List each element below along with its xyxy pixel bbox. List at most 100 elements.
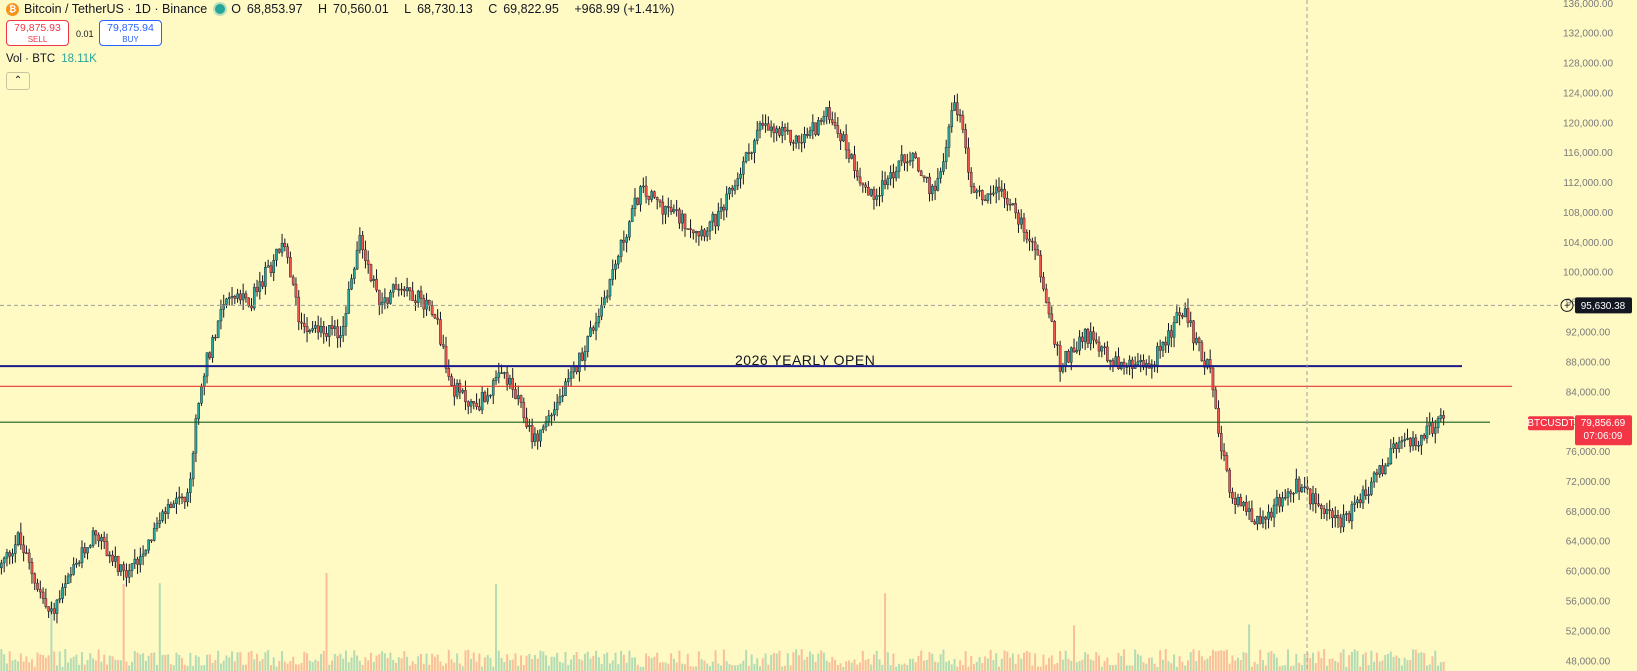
candle-body xyxy=(742,161,745,175)
candle-body xyxy=(664,206,667,215)
candle-body xyxy=(580,352,584,361)
candle-body xyxy=(230,296,234,298)
candle-body xyxy=(964,129,967,149)
volume-bar xyxy=(261,659,264,671)
volume-bar xyxy=(731,665,734,671)
volume-bar xyxy=(1328,658,1331,671)
volume-bar xyxy=(647,656,650,671)
volume-bar xyxy=(589,658,592,671)
candle-body xyxy=(789,129,792,143)
volume-bar xyxy=(125,661,128,671)
candle-body xyxy=(992,192,995,195)
volume-bar xyxy=(864,660,867,671)
volume-bar xyxy=(814,661,817,671)
candle-body xyxy=(1186,308,1190,323)
candle-body xyxy=(327,325,331,337)
volume-bar xyxy=(364,657,367,671)
candle-body xyxy=(261,281,264,287)
volume-bar xyxy=(0,649,3,671)
candle-body xyxy=(1333,515,1337,519)
volume-bar xyxy=(381,651,384,671)
candle-body xyxy=(91,530,95,546)
volume-bar xyxy=(1059,651,1062,671)
candle-body xyxy=(733,185,737,191)
candle-body xyxy=(836,125,840,134)
volume-bar xyxy=(903,663,906,671)
volume-bar xyxy=(1242,652,1245,671)
volume-bar xyxy=(745,649,748,671)
candle-body xyxy=(817,120,820,135)
candle-body xyxy=(589,327,592,337)
volume-bar xyxy=(592,655,595,671)
candle-body xyxy=(975,190,979,193)
candle-body xyxy=(639,186,642,205)
volume-bar xyxy=(728,664,731,671)
candle-body xyxy=(394,284,398,290)
volume-bar xyxy=(917,656,920,671)
volume-bar xyxy=(575,651,578,671)
volume-bar xyxy=(353,650,356,671)
candle-body xyxy=(855,170,859,178)
volume-bar xyxy=(914,662,917,671)
candle-body xyxy=(944,147,948,162)
candle-body xyxy=(736,178,740,187)
candle-body xyxy=(22,544,25,554)
candle-body xyxy=(355,249,359,270)
chevron-up-icon[interactable]: ⌃ xyxy=(6,72,30,90)
candle-body xyxy=(186,492,189,503)
candle-body xyxy=(286,246,289,258)
price-tick-label: 64,000.00 xyxy=(1566,537,1611,548)
candle-body xyxy=(997,186,1001,192)
candle-body xyxy=(650,191,653,200)
volume-bar xyxy=(528,653,531,671)
candle-body xyxy=(1350,504,1354,522)
volume-bar xyxy=(1409,660,1412,671)
candle-body xyxy=(625,236,628,243)
volume-bar xyxy=(403,651,406,671)
candle-body xyxy=(683,213,687,229)
volume-bar xyxy=(672,658,675,671)
volume-bar xyxy=(61,666,64,671)
candle-body xyxy=(83,547,87,554)
symbol-title[interactable]: Bitcoin / TetherUS · 1D · Binance xyxy=(24,2,208,16)
candle-body xyxy=(252,287,256,309)
volume-bar xyxy=(394,662,397,671)
candle-body xyxy=(264,267,267,287)
volume-bar xyxy=(214,660,217,671)
volume-bar xyxy=(175,652,178,671)
buy-button[interactable]: 79,875.94 BUY xyxy=(99,20,162,46)
candle-body xyxy=(578,352,581,373)
volume-bar xyxy=(50,601,53,671)
candle-body xyxy=(100,536,103,542)
volume-bar xyxy=(42,655,45,671)
candle-body xyxy=(27,552,31,563)
candle-body xyxy=(633,197,637,209)
candle-body xyxy=(422,297,426,310)
volume-bar xyxy=(1395,655,1398,671)
candle-body xyxy=(508,377,512,385)
volume-bar xyxy=(1261,660,1264,671)
volume-bar xyxy=(283,661,286,671)
volume-bar xyxy=(294,664,297,671)
volume-bar xyxy=(628,650,631,671)
candle-body xyxy=(544,421,548,428)
volume-bar xyxy=(1248,624,1251,671)
candle-body xyxy=(136,558,139,565)
candle-body xyxy=(483,392,487,402)
candle-body xyxy=(405,287,409,292)
volume-bar xyxy=(253,659,256,671)
volume-bar xyxy=(397,657,400,671)
candle-body xyxy=(503,372,506,374)
volume-bar xyxy=(1123,649,1126,671)
candle-body xyxy=(30,562,34,575)
ohlc-change: +968.99 (+1.41%) xyxy=(574,2,675,16)
candle-body xyxy=(1375,472,1379,475)
candle-body xyxy=(1278,497,1281,507)
price-tick-label: 72,000.00 xyxy=(1566,477,1611,488)
candle-body xyxy=(822,116,826,122)
candle-body xyxy=(875,195,879,200)
volume-bar xyxy=(839,663,842,671)
sell-button[interactable]: 79,875.93 SELL xyxy=(6,20,69,46)
volume-bar xyxy=(520,655,523,671)
